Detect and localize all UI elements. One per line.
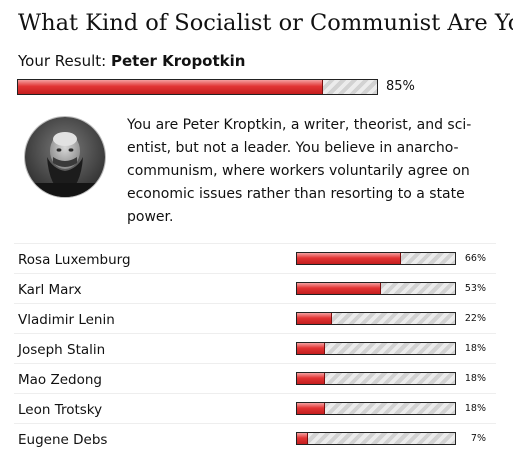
result-row-name: Mao Zedong [18, 372, 102, 388]
main-result-bar [17, 79, 378, 95]
result-row-bar [296, 342, 456, 355]
result-row-bar [296, 282, 456, 295]
result-row-name: Joseph Stalin [18, 342, 106, 358]
result-row-name: Leon Trotsky [18, 402, 103, 418]
result-row-name: Karl Marx [18, 282, 82, 298]
result-description: You are Peter Kroptkin, a writer, theori… [127, 117, 472, 225]
result-row-bar [296, 432, 456, 445]
result-row: Leon Trotsky 18% [14, 393, 496, 423]
result-row: Vladimir Lenin 22% [14, 303, 496, 333]
result-row-bar [296, 402, 456, 415]
result-row-bar [296, 252, 456, 265]
portrait-photo-icon [25, 117, 105, 197]
result-row-bar-fill [297, 403, 326, 414]
main-result-bar-fill [18, 80, 324, 94]
result-row-bar-fill [297, 433, 309, 444]
result-row-percent: 22% [464, 313, 486, 324]
result-row-bar [296, 312, 456, 325]
result-row: Karl Marx 53% [14, 273, 496, 303]
result-row: Joseph Stalin 18% [14, 333, 496, 363]
quiz-title: What Kind of Socialist or Communist Are … [18, 10, 513, 36]
result-row-bar-fill [297, 283, 381, 294]
result-line: Your Result: Peter Kropotkin [18, 51, 245, 71]
result-label: Your Result: [18, 52, 107, 70]
result-row-name: Vladimir Lenin [18, 312, 115, 328]
result-name: Peter Kropotkin [110, 52, 246, 70]
result-row-percent: 18% [464, 403, 486, 414]
result-row-name: Rosa Luxemburg [18, 252, 131, 268]
result-row-percent: 53% [464, 283, 486, 294]
main-result-percent: 85% [386, 79, 415, 94]
result-row-bar-fill [297, 373, 326, 384]
result-row-percent: 18% [464, 343, 486, 354]
result-row: Eugene Debs 7% [14, 423, 496, 453]
result-row-percent: 18% [464, 373, 486, 384]
result-row-percent: 66% [464, 253, 486, 264]
result-row-bar-fill [297, 343, 326, 354]
result-row-percent: 7% [470, 433, 486, 444]
result-row-bar [296, 372, 456, 385]
result-row-bar-fill [297, 313, 332, 324]
result-row: Rosa Luxemburg 66% [14, 243, 496, 273]
result-row: Mao Zedong 18% [14, 363, 496, 393]
result-row-name: Eugene Debs [18, 432, 108, 448]
result-row-bar-fill [297, 253, 402, 264]
